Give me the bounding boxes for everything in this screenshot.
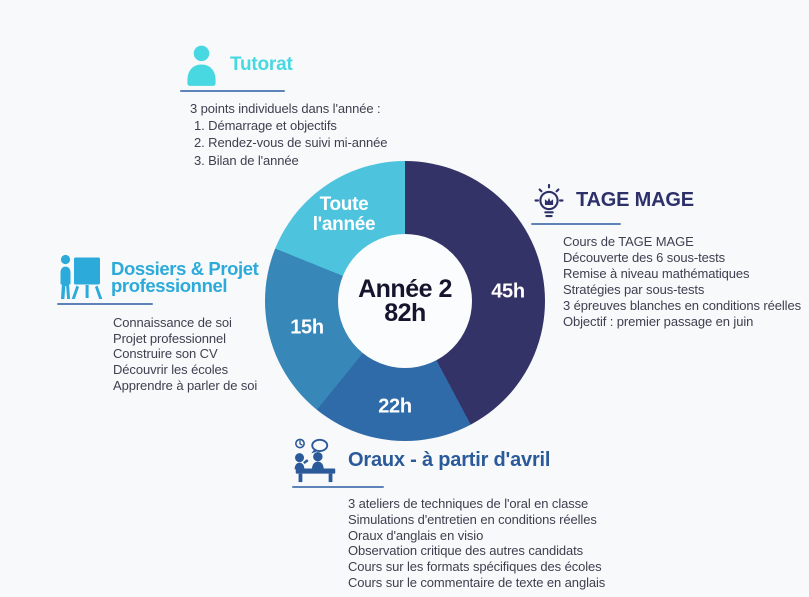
list-item: Cours sur le commentaire de texte en ang… xyxy=(348,574,606,590)
oraux-list: 3 ateliers de techniques de l'oral en cl… xyxy=(348,496,632,591)
list-item: Construire son CV xyxy=(113,346,218,362)
section-tutorat: Tutorat 3 points individuels dans l'anné… xyxy=(180,42,450,169)
tutorat-intro: 3 points individuels dans l'année : xyxy=(190,101,381,116)
interview-desk-icon xyxy=(292,437,339,483)
section-dossiers: Dossiers & Projet professionnel Connaiss… xyxy=(57,253,307,394)
list-item: Découverte des 6 sous-tests xyxy=(563,249,726,265)
list-item: Objectif : premier passage en juin xyxy=(563,313,754,329)
list-item: Apprendre à parler de soi xyxy=(113,377,258,393)
oraux-title: Oraux - à partir d'avril xyxy=(348,448,551,471)
list-item: Cours de TAGE MAGE xyxy=(563,234,694,249)
list-item: Oraux d'anglais en visio xyxy=(348,527,484,543)
list-item: 3 ateliers de techniques de l'oral en cl… xyxy=(348,496,589,511)
list-item: Rendez-vous de suivi mi-année xyxy=(194,134,450,151)
donut-center: Année 2 82h xyxy=(338,234,472,368)
tage-mage-list: Cours de TAGE MAGE Découverte des 6 sous… xyxy=(563,234,807,329)
oraux-header: Oraux - à partir d'avril xyxy=(292,437,632,483)
dossiers-header: Dossiers & Projet professionnel xyxy=(57,253,307,301)
list-item: Simulations d'entretien en conditions ré… xyxy=(348,511,597,527)
tage-mage-header: TAGE MAGE xyxy=(531,179,807,221)
tutorat-header: Tutorat xyxy=(180,42,450,88)
slice-label-tage-mage: 45h xyxy=(491,280,525,303)
tage-mage-title: TAGE MAGE xyxy=(576,188,694,211)
donut-center-title: Année 2 xyxy=(358,275,452,303)
tutorat-divider xyxy=(180,90,285,92)
lightbulb-icon xyxy=(531,179,567,222)
dossiers-divider xyxy=(57,303,153,305)
donut-chart: Année 2 82h 45h 22h 15h Toute l'année xyxy=(265,161,545,441)
section-tage-mage: TAGE MAGE Cours de TAGE MAGE Découverte … xyxy=(531,179,807,329)
tutorat-list: Démarrage et objectifs Rendez-vous de su… xyxy=(194,117,450,169)
list-item: Cours sur les formats spécifiques des éc… xyxy=(348,559,602,575)
easel-presenter-icon xyxy=(57,253,103,301)
list-item: Stratégies par sous-tests xyxy=(563,281,705,297)
list-item: Bilan de l'année xyxy=(194,152,450,169)
list-item: Observation critique des autres candidat… xyxy=(348,543,584,559)
list-item: Démarrage et objectifs xyxy=(194,117,450,134)
list-item: 3 épreuves blanches en conditions réelle… xyxy=(563,297,801,313)
tutorat-title: Tutorat xyxy=(230,54,293,75)
list-item: Remise à niveau mathématiques xyxy=(563,265,750,281)
list-item: Découvrir les écoles xyxy=(113,362,229,378)
oraux-divider xyxy=(292,486,384,488)
dossiers-title: Dossiers & Projet professionnel xyxy=(111,257,259,296)
dossiers-list: Connaissance de soi Projet professionnel… xyxy=(113,315,307,394)
donut-center-total: 82h xyxy=(384,299,426,327)
slice-label-oraux: 22h xyxy=(378,395,412,418)
slice-label-dossiers: 15h xyxy=(290,316,324,339)
slice-label-tutorat: Toute l'année xyxy=(312,194,376,235)
tage-mage-divider xyxy=(531,223,621,225)
list-item: Projet professionnel xyxy=(113,330,226,346)
section-oraux: Oraux - à partir d'avril 3 ateliers de t… xyxy=(292,437,632,591)
person-icon xyxy=(185,45,218,86)
list-item: Connaissance de soi xyxy=(113,315,232,330)
